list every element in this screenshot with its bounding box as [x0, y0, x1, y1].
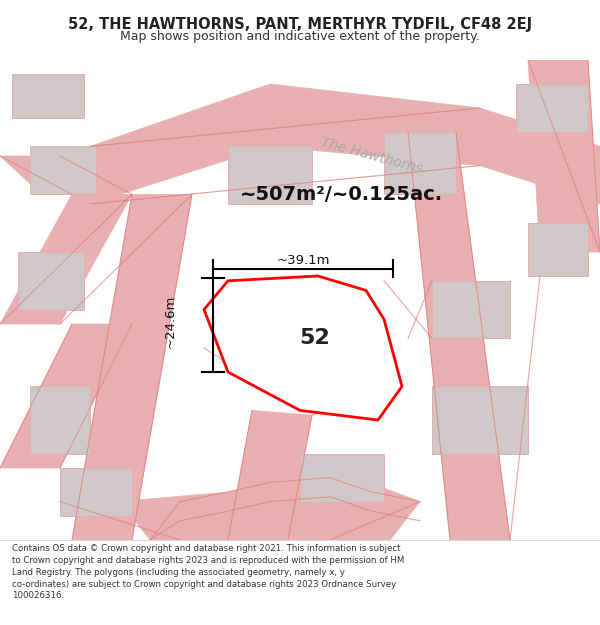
- Polygon shape: [120, 468, 420, 540]
- Polygon shape: [12, 74, 84, 118]
- Text: Contains OS data © Crown copyright and database right 2021. This information is : Contains OS data © Crown copyright and d…: [12, 544, 404, 601]
- Polygon shape: [432, 386, 528, 454]
- Text: The Hawthorns: The Hawthorns: [320, 136, 424, 176]
- Text: 52, THE HAWTHORNS, PANT, MERTHYR TYDFIL, CF48 2EJ: 52, THE HAWTHORNS, PANT, MERTHYR TYDFIL,…: [68, 17, 532, 32]
- Polygon shape: [18, 252, 84, 309]
- Polygon shape: [528, 60, 600, 252]
- Polygon shape: [528, 223, 588, 276]
- Polygon shape: [204, 276, 402, 420]
- Text: ~24.6m: ~24.6m: [164, 295, 177, 348]
- Polygon shape: [516, 84, 588, 132]
- Text: ~39.1m: ~39.1m: [276, 254, 330, 268]
- Polygon shape: [90, 84, 600, 204]
- Polygon shape: [30, 386, 90, 454]
- Text: 52: 52: [299, 328, 331, 348]
- Polygon shape: [300, 454, 384, 502]
- Text: ~507m²/~0.125ac.: ~507m²/~0.125ac.: [240, 185, 443, 204]
- Polygon shape: [0, 194, 132, 324]
- Polygon shape: [0, 156, 102, 194]
- Polygon shape: [408, 132, 510, 540]
- Polygon shape: [0, 324, 132, 468]
- Text: Map shows position and indicative extent of the property.: Map shows position and indicative extent…: [120, 30, 480, 43]
- Polygon shape: [30, 146, 96, 194]
- Polygon shape: [228, 411, 312, 540]
- Polygon shape: [228, 146, 312, 204]
- Polygon shape: [72, 194, 192, 540]
- Polygon shape: [384, 132, 456, 194]
- Polygon shape: [432, 281, 510, 338]
- Polygon shape: [60, 468, 132, 516]
